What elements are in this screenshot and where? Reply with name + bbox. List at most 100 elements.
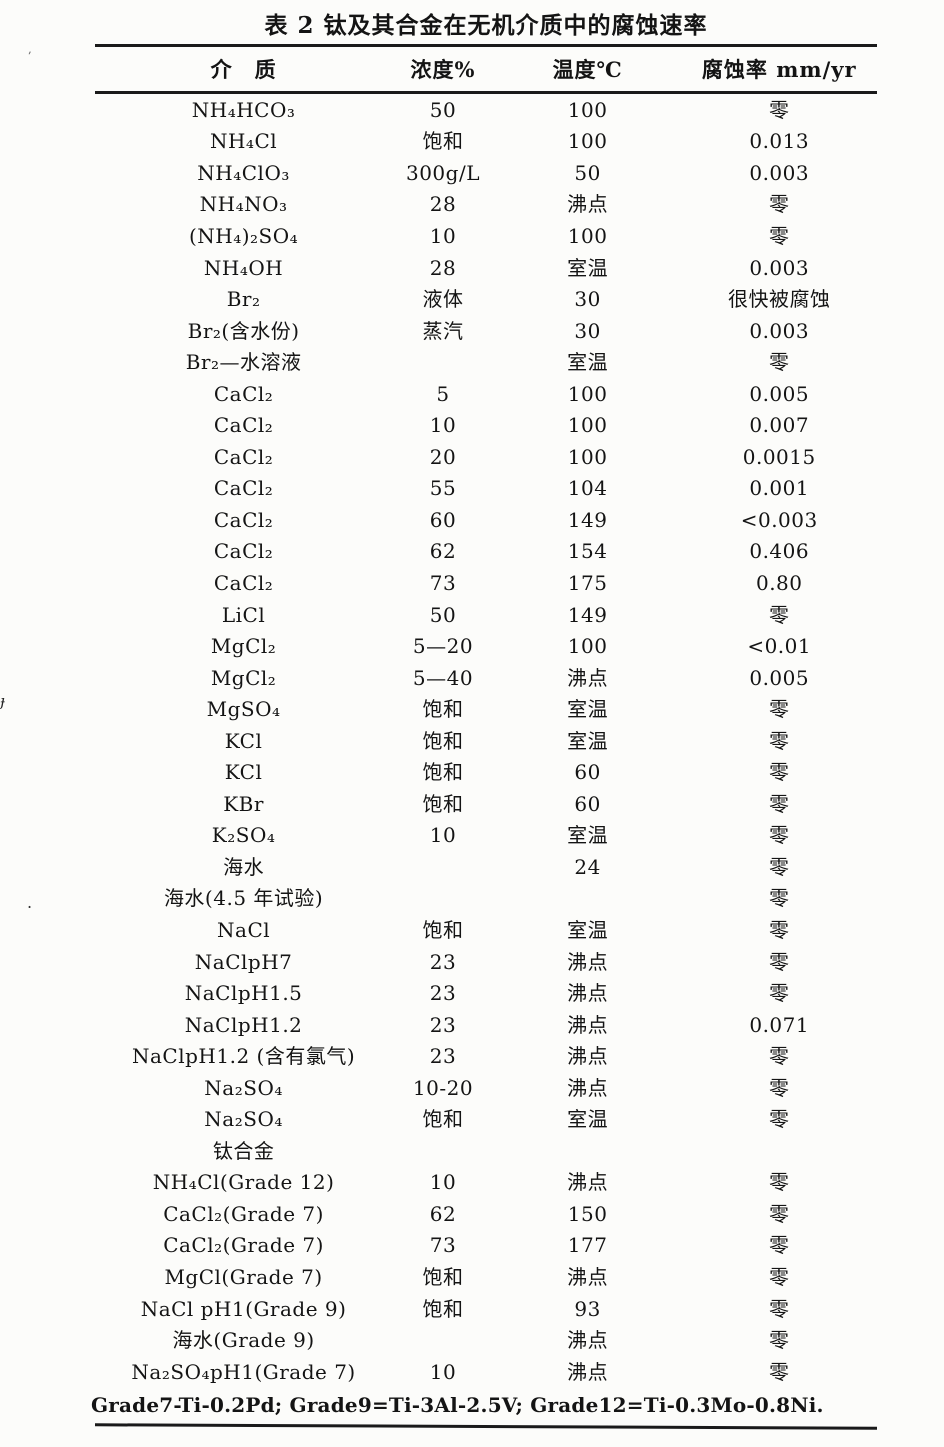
cell-medium: 海水(4.5 年试验) xyxy=(163,886,324,911)
cell-rate: 零 xyxy=(768,1201,790,1226)
cell-temperature: 30 xyxy=(574,287,601,312)
column-header-concentration: 浓度% xyxy=(410,57,476,82)
cell-temperature: 室温 xyxy=(567,917,609,942)
table-row: KCl 饱和 60 零 xyxy=(95,756,877,788)
cell-concentration: 饱和 xyxy=(422,1265,464,1289)
cell-temperature: 沸点 xyxy=(567,981,609,1006)
cell-medium: 海水 xyxy=(223,854,265,879)
cell-rate: 零 xyxy=(768,192,790,217)
table-row: NH₄Cl 饱和 100 0.013 xyxy=(95,126,877,158)
cell-medium: MgCl₂ xyxy=(210,634,277,659)
cell-medium: NaClpH1.5 xyxy=(184,981,303,1006)
table-row: K₂SO₄ 10 室温 零 xyxy=(95,820,877,852)
cell-rate: 零 xyxy=(768,854,790,879)
cell-medium: NH₄Cl xyxy=(209,129,278,154)
cell-temperature: 177 xyxy=(567,1233,608,1258)
table-bottom-rule xyxy=(94,1423,878,1431)
cell-concentration: 73 xyxy=(429,1233,457,1258)
cell-concentration: 28 xyxy=(429,192,457,217)
table-row: NH₄ClO₃ 300g/L 50 0.003 xyxy=(95,157,877,189)
table-footnote: Grade7-Ti-0.2Pd; Grade9=Ti-3Al-2.5V; Gra… xyxy=(91,1393,824,1418)
cell-medium: Na₂SO₄pH1(Grade 7) xyxy=(131,1359,356,1384)
cell-medium: NH₄OH xyxy=(203,255,284,280)
table-row: MgCl(Grade 7) 饱和 沸点 零 xyxy=(95,1261,877,1293)
table-header-rule xyxy=(95,91,877,94)
table-row: Na₂SO₄ 饱和 室温 零 xyxy=(95,1104,877,1136)
cell-rate: 零 xyxy=(768,697,790,722)
cell-temperature: 30 xyxy=(574,318,601,343)
cell-rate: 零 xyxy=(768,886,790,911)
table-row: 钛合金 xyxy=(95,1135,877,1167)
cell-concentration: 23 xyxy=(429,1044,457,1069)
cell-medium: NH₄Cl(Grade 12) xyxy=(152,1170,335,1195)
cell-rate: 零 xyxy=(768,823,790,848)
cell-medium: Na₂SO₄ xyxy=(204,1107,283,1132)
cell-rate: 0.001 xyxy=(749,476,810,501)
table-top-rule xyxy=(95,44,877,47)
cell-concentration: 60 xyxy=(429,507,457,532)
cell-rate: <0.003 xyxy=(740,507,818,532)
cell-medium: CaCl₂ xyxy=(213,444,274,469)
table-row: 海水(4.5 年试验) 零 xyxy=(95,883,877,915)
cell-rate: 零 xyxy=(768,223,790,248)
cell-rate: 零 xyxy=(768,1233,790,1258)
cell-concentration: 饱和 xyxy=(422,917,464,942)
column-header-corrosion-rate: 腐蚀率 mm/yr xyxy=(701,57,857,82)
cell-temperature: 室温 xyxy=(567,728,609,753)
cell-rate: 零 xyxy=(768,1296,790,1321)
cell-rate: <0.01 xyxy=(747,634,812,659)
table-row: CaCl₂ 73 175 0.80 xyxy=(95,567,877,599)
cell-medium: CaCl₂ xyxy=(213,539,274,564)
cell-concentration: 300g/L xyxy=(405,160,480,185)
table-row: CaCl₂ 5 100 0.005 xyxy=(95,378,877,410)
cell-medium: NH₄HCO₃ xyxy=(191,97,296,122)
cell-temperature: 154 xyxy=(567,539,608,564)
table-row: CaCl₂ 55 104 0.001 xyxy=(95,473,877,505)
table-row: 海水(Grade 9) 沸点 零 xyxy=(95,1324,877,1356)
table-row: NaClpH7 23 沸点 零 xyxy=(95,946,877,978)
cell-temperature: 沸点 xyxy=(567,949,609,974)
cell-concentration: 饱和 xyxy=(422,1296,464,1321)
cell-medium: MgCl₂ xyxy=(210,665,277,690)
table-title: 表 2 钛及其合金在无机介质中的腐蚀速率 xyxy=(264,12,708,39)
cell-temperature: 沸点 xyxy=(567,1012,609,1037)
cell-temperature: 24 xyxy=(574,854,601,879)
cell-rate: 零 xyxy=(768,1170,790,1195)
cell-concentration: 10 xyxy=(429,413,457,438)
cell-rate: 0.005 xyxy=(749,665,810,690)
cell-temperature: 149 xyxy=(567,602,608,627)
cell-temperature: 沸点 xyxy=(567,1044,609,1069)
cell-concentration: 20 xyxy=(429,444,457,469)
cell-concentration: 饱和 xyxy=(422,1107,464,1132)
cell-temperature: 室温 xyxy=(567,697,609,722)
cell-temperature: 沸点 xyxy=(567,665,609,690)
cell-concentration: 10 xyxy=(429,1359,457,1384)
table-row: CaCl₂(Grade 7) 62 150 零 xyxy=(95,1198,877,1230)
cell-temperature: 50 xyxy=(574,160,601,185)
cell-concentration: 62 xyxy=(429,539,457,564)
table-row: Na₂SO₄ 10-20 沸点 零 xyxy=(95,1072,877,1104)
column-header-medium: 介 质 xyxy=(210,57,277,82)
cell-medium: LiCl xyxy=(221,602,266,627)
cell-concentration: 液体 xyxy=(422,287,464,312)
table-row: CaCl₂ 60 149 <0.003 xyxy=(95,504,877,536)
table-row: LiCl 50 149 零 xyxy=(95,599,877,631)
cell-medium: KCl xyxy=(224,728,263,753)
table-row: NaCl pH1(Grade 9) 饱和 93 零 xyxy=(95,1293,877,1325)
cell-medium: CaCl₂ xyxy=(213,570,274,595)
cell-temperature: 沸点 xyxy=(567,192,609,217)
table-body: NH₄HCO₃ 50 100 零 NH₄Cl 饱和 100 0.013 NH₄ClO₃ 300g/… xyxy=(95,94,877,1387)
cell-rate: 零 xyxy=(768,981,790,1006)
table-row: MgCl₂ 5—20 100 <0.01 xyxy=(95,630,877,662)
cell-rate: 零 xyxy=(768,97,790,122)
cell-medium: NH₄ClO₃ xyxy=(197,160,290,185)
cell-concentration: 饱和 xyxy=(422,791,464,816)
cell-medium: CaCl₂ xyxy=(213,476,274,501)
cell-temperature: 沸点 xyxy=(567,1328,609,1353)
cell-temperature: 室温 xyxy=(567,350,609,375)
cell-rate: 零 xyxy=(768,1359,790,1384)
cell-concentration: 5—40 xyxy=(412,665,474,690)
cell-rate: 很快被腐蚀 xyxy=(727,287,831,312)
cell-rate: 0.0015 xyxy=(742,444,816,469)
cell-concentration: 蒸汽 xyxy=(422,318,464,343)
